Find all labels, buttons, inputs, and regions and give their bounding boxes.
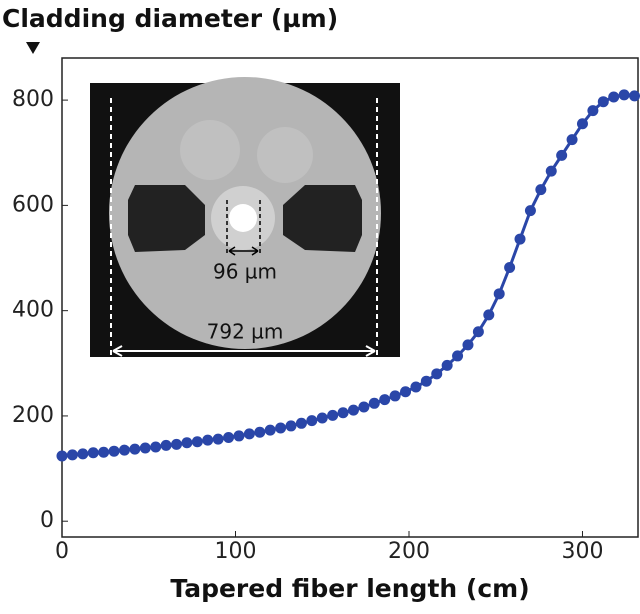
- data-point: [379, 394, 391, 406]
- data-point: [535, 184, 547, 196]
- axis-pointer: [26, 42, 40, 54]
- data-point: [160, 439, 172, 451]
- x-tick-label: 100: [214, 539, 256, 564]
- data-point: [347, 404, 359, 416]
- data-point: [587, 105, 599, 117]
- data-point: [285, 420, 297, 432]
- data-point: [327, 409, 339, 421]
- data-point: [514, 233, 526, 245]
- data-point: [316, 412, 328, 424]
- data-point: [129, 443, 141, 455]
- data-point: [618, 89, 630, 101]
- data-point: [597, 96, 609, 108]
- data-point: [576, 118, 588, 130]
- data-point: [431, 368, 443, 380]
- data-point: [118, 444, 130, 456]
- data-point: [400, 386, 412, 398]
- x-tick-label: 300: [561, 539, 603, 564]
- data-point: [368, 397, 380, 409]
- data-point: [608, 91, 620, 103]
- data-point: [566, 134, 578, 146]
- data-point: [223, 432, 235, 444]
- data-point: [472, 326, 484, 338]
- data-point: [493, 288, 505, 300]
- data-point: [66, 449, 78, 461]
- data-point: [452, 350, 464, 362]
- data-point: [629, 90, 640, 102]
- data-point: [420, 375, 432, 387]
- core-annotation: 96 µm: [213, 260, 277, 284]
- data-point: [441, 359, 453, 371]
- data-point: [87, 447, 99, 459]
- data-point: [389, 390, 401, 402]
- data-point: [191, 436, 203, 448]
- data-point: [181, 437, 193, 449]
- data-point: [410, 381, 422, 393]
- data-point: [556, 149, 568, 161]
- y-axis-title: Cladding diameter (µm): [2, 4, 338, 33]
- data-point: [98, 446, 110, 458]
- y-tick-label: 800: [12, 87, 54, 112]
- data-point: [358, 401, 370, 413]
- data-point: [139, 442, 151, 454]
- y-tick-label: 200: [12, 403, 54, 428]
- data-point: [243, 428, 255, 440]
- data-point: [77, 448, 89, 460]
- data-point: [264, 424, 276, 436]
- data-point: [233, 430, 245, 442]
- data-point: [462, 339, 474, 351]
- data-point: [337, 407, 349, 419]
- y-tick-label: 600: [12, 192, 54, 217]
- data-point: [504, 261, 516, 273]
- x-tick-label: 0: [55, 539, 69, 564]
- data-point: [483, 309, 495, 321]
- plot-frame: [61, 57, 639, 538]
- y-tick-label: 400: [12, 298, 54, 323]
- y-tick-label: 0: [40, 508, 54, 533]
- data-point: [202, 434, 214, 446]
- data-point: [56, 450, 68, 462]
- data-point: [108, 445, 120, 457]
- data-point: [275, 422, 287, 434]
- data-point: [171, 438, 183, 450]
- data-point: [212, 433, 224, 445]
- x-tick-label: 200: [388, 539, 430, 564]
- data-point: [295, 417, 307, 429]
- inset-image: 96 µm 792 µm: [90, 77, 400, 357]
- data-point: [150, 441, 162, 453]
- data-point: [254, 426, 266, 438]
- data-point: [524, 205, 536, 217]
- cladding-annotation: 792 µm: [207, 320, 284, 344]
- data-point: [306, 415, 318, 427]
- data-point: [545, 165, 557, 177]
- x-axis-title: Tapered fiber length (cm): [170, 574, 529, 603]
